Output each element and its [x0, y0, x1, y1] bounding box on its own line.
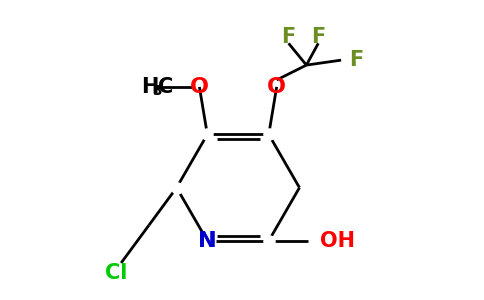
- Text: F: F: [349, 50, 363, 70]
- Text: Cl: Cl: [105, 263, 127, 283]
- Text: F: F: [311, 27, 325, 47]
- Text: C: C: [158, 77, 173, 97]
- Text: O: O: [267, 77, 286, 97]
- Text: H: H: [141, 77, 159, 97]
- Text: 3: 3: [152, 84, 162, 98]
- Text: N: N: [198, 231, 216, 251]
- Text: F: F: [281, 27, 296, 47]
- Text: OH: OH: [320, 231, 355, 251]
- Text: N: N: [198, 231, 216, 251]
- Text: O: O: [190, 77, 209, 97]
